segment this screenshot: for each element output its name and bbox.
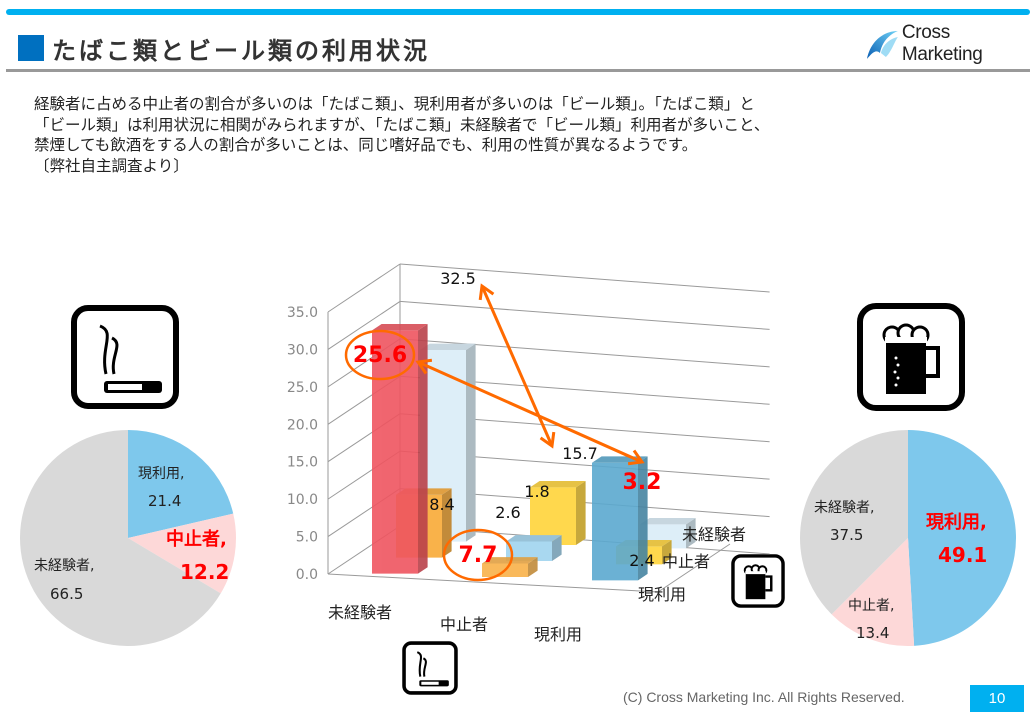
double-arrow xyxy=(478,283,556,449)
description-line: 禁煙しても飲酒をする人の割合が多いことは、同じ嗜好品でも、利用の性質が異なるよう… xyxy=(34,136,698,154)
y-tick-label: 25.0 xyxy=(287,380,318,396)
bar-現利用-現利用 xyxy=(592,456,648,581)
highlight-circle xyxy=(442,528,514,582)
title-divider xyxy=(6,69,1030,72)
pie-label-name: 中止者, xyxy=(166,528,227,550)
description-line: 「ビール類」は利用状況に相関がみられますが、「たばこ類」未経験者で「ビール類」利… xyxy=(34,115,770,134)
cigarette-icon xyxy=(71,305,179,409)
x-axis-label: 中止者 xyxy=(440,615,488,634)
bar-中止者-現利用 xyxy=(482,557,538,577)
highlight-circle xyxy=(344,329,416,381)
beer-mug-icon xyxy=(857,303,965,411)
page-title: たばこ類とビール類の利用状況 xyxy=(52,37,430,65)
x-axis-label: 現利用 xyxy=(534,625,582,644)
chart-annotations: 25.6 8.4 32.5 7.7 2.61.8 3.2 2.4 15.7 xyxy=(344,269,662,582)
title-square-marker xyxy=(18,35,44,61)
pie-label-name: 未経験者, xyxy=(34,558,94,574)
pie-slice-0 xyxy=(128,430,234,538)
y-tick-label: 10.0 xyxy=(287,492,318,508)
pie-label-name: 現利用, xyxy=(926,511,987,533)
pie-slice-2 xyxy=(19,430,221,646)
pie-label-name: 現利用, xyxy=(138,466,184,482)
data-label: 3.2 xyxy=(623,470,662,495)
pie-slice-1 xyxy=(831,538,915,646)
description-line: 〔弊社自主調査より〕 xyxy=(34,156,189,175)
data-label: 2.6 xyxy=(495,503,520,522)
data-label: 7.7 xyxy=(459,543,498,568)
data-label: 8.4 xyxy=(429,495,454,514)
pie-label-value: 37.5 xyxy=(830,526,863,544)
description-line: 経験者に占める中止者の割合が多いのは「たばこ類」、現利用者が多いのは「ビール類」… xyxy=(34,95,755,113)
top-accent-bar xyxy=(6,9,1030,15)
pie-label-value: 66.5 xyxy=(50,585,83,603)
logo-swoosh-icon xyxy=(866,31,898,59)
depth-axis-label: 未経験者 xyxy=(682,525,746,544)
bar-中止者-未経験者 xyxy=(530,480,586,545)
chart-bars xyxy=(372,323,696,581)
data-label: 25.6 xyxy=(353,343,407,368)
pie-slice-2 xyxy=(800,430,908,615)
y-tick-label: 30.0 xyxy=(287,342,318,358)
double-arrow xyxy=(415,358,645,466)
data-label: 15.7 xyxy=(562,444,598,463)
y-tick-label: 15.0 xyxy=(287,455,318,471)
data-label: 32.5 xyxy=(440,269,476,288)
pie-label-value: 13.4 xyxy=(856,624,889,642)
pie-label-name: 未経験者, xyxy=(814,500,874,516)
pie-label-name: 中止者, xyxy=(848,598,894,614)
pie-slice-1 xyxy=(128,513,236,594)
y-tick-label: 35.0 xyxy=(287,305,318,321)
copyright-text: (C) Cross Marketing Inc. All Rights Rese… xyxy=(623,689,905,705)
bar-中止者-中止者 xyxy=(506,535,562,561)
company-logo: Cross Marketing xyxy=(864,22,1035,65)
beer-pie-chart: 現利用, 49.1 未経験者, 37.5 中止者, 13.4 xyxy=(800,430,1016,646)
cigarette-icon-small xyxy=(402,641,458,695)
depth-axis-label: 現利用 xyxy=(638,585,686,604)
pie-label-value: 12.2 xyxy=(180,560,229,584)
tobacco-pie-chart: 現利用, 21.4 中止者, 12.2 未経験者, 66.5 xyxy=(19,430,236,646)
y-axis-ticks: 0.0 5.0 10.0 15.0 20.0 25.0 30.0 35.0 xyxy=(287,305,318,583)
y-tick-label: 20.0 xyxy=(287,417,318,433)
tobacco-beer-3d-bar-chart: 0.05.010.015.020.025.030.035.0 未経験者中止者現利… xyxy=(287,263,770,644)
bar-未経験者-現利用 xyxy=(372,323,428,574)
y-tick-label: 0.0 xyxy=(296,567,318,583)
data-label: 2.4 xyxy=(629,551,654,570)
logo-text: Cross Marketing xyxy=(901,22,983,65)
depth-axis-label: 中止者 xyxy=(662,552,710,571)
description-text: 経験者に占める中止者の割合が多いのは「たばこ類」、現利用者が多いのは「ビール類」… xyxy=(34,94,769,176)
y-tick-label: 5.0 xyxy=(296,530,318,546)
pie-slice-0 xyxy=(908,430,1016,646)
beer-mug-icon-small xyxy=(731,554,785,608)
x-axis-label: 未経験者 xyxy=(328,603,392,622)
pie-label-value: 21.4 xyxy=(148,492,181,510)
data-label: 1.8 xyxy=(524,482,549,501)
pie-label-value: 49.1 xyxy=(938,543,987,567)
page-number: 10 xyxy=(970,685,1024,712)
